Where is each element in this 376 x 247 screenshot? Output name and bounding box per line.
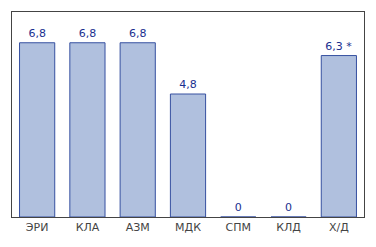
svg-text:0: 0 bbox=[235, 201, 242, 214]
svg-text:АЗМ: АЗМ bbox=[126, 221, 150, 234]
svg-text:МДК: МДК bbox=[175, 221, 201, 234]
svg-text:4,8: 4,8 bbox=[179, 78, 197, 91]
svg-text:6,8: 6,8 bbox=[79, 27, 97, 40]
svg-text:6,8: 6,8 bbox=[28, 27, 46, 40]
svg-text:Х/Д: Х/Д bbox=[329, 221, 349, 234]
svg-text:ЭРИ: ЭРИ bbox=[26, 221, 49, 234]
svg-text:6,3 *: 6,3 * bbox=[325, 40, 352, 53]
svg-text:СПМ: СПМ bbox=[226, 221, 251, 234]
svg-text:0: 0 bbox=[285, 201, 292, 214]
svg-text:КЛД: КЛД bbox=[276, 221, 301, 234]
svg-text:КЛА: КЛА bbox=[76, 221, 100, 234]
svg-text:6,8: 6,8 bbox=[129, 27, 147, 40]
